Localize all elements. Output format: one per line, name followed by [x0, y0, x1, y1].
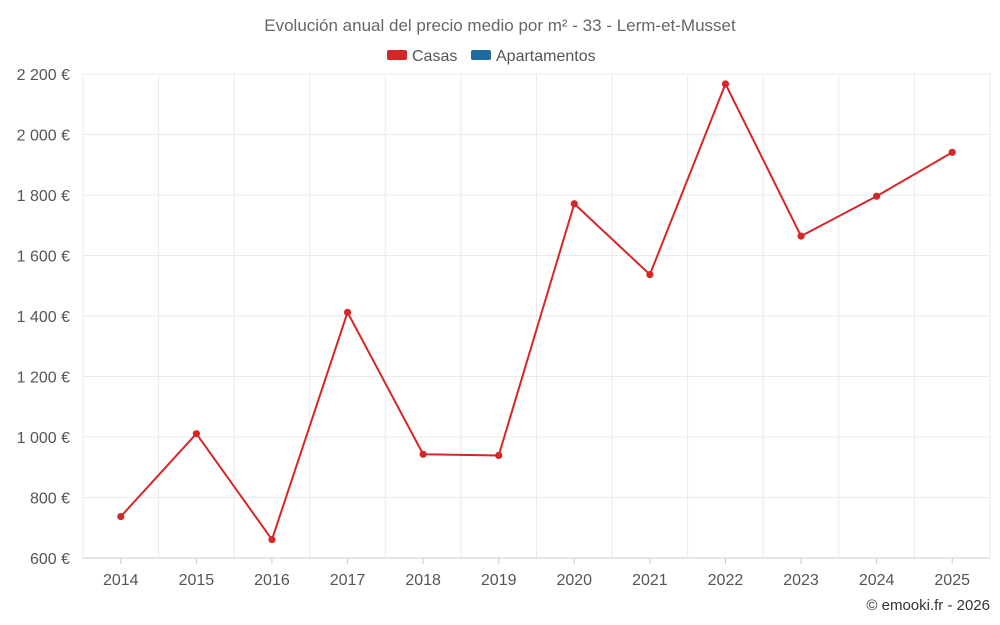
y-tick-label: 1 600 € [17, 249, 70, 266]
data-point-2014[interactable] [117, 512, 125, 521]
credit-text: © emooki.fr - 2026 [866, 597, 990, 614]
x-tick-label: 2025 [934, 572, 970, 589]
grid [82, 73, 991, 559]
data-point-2021[interactable] [646, 270, 654, 279]
data-point-2025[interactable] [948, 148, 956, 156]
y-tick-label: 800 € [30, 491, 70, 508]
x-tick-label: 2020 [556, 572, 592, 589]
x-tick-label: 2015 [179, 572, 215, 589]
data-point-2020[interactable] [570, 200, 578, 208]
y-tick-label: 1 200 € [17, 370, 70, 387]
axes: 600 € 800 € 1 000 € 1 200 € 1 400 € 1 600 € 1 … [17, 67, 970, 589]
chart-title: Evolución anual del precio medio por m² … [264, 16, 736, 35]
data-point-2023[interactable] [797, 232, 805, 240]
legend: Casas Apartamentos [387, 48, 596, 65]
legend-swatch-apartamentos [471, 50, 491, 60]
x-tick-label: 2023 [783, 572, 819, 589]
data-point-2017[interactable] [343, 308, 352, 316]
x-tick-label: 2024 [859, 572, 895, 589]
data-point-2015[interactable] [192, 430, 200, 438]
legend-label-casas: Casas [412, 48, 457, 65]
x-tick-label: 2019 [481, 572, 517, 589]
data-point-2024[interactable] [873, 192, 881, 200]
y-tick-label: 1 000 € [17, 430, 70, 447]
x-tick-label: 2022 [708, 572, 744, 589]
data-point-2019[interactable] [495, 451, 503, 460]
data-point-2016[interactable] [268, 535, 276, 544]
series-line-casas [120, 82, 953, 541]
legend-swatch-casas [387, 50, 407, 60]
x-tick-label: 2021 [632, 572, 668, 589]
data-point-2018[interactable] [419, 450, 427, 458]
data-point-2022[interactable] [721, 80, 730, 88]
x-tick-label: 2014 [103, 572, 139, 589]
y-tick-label: 2 000 € [17, 128, 70, 145]
x-tick-label: 2017 [330, 572, 366, 589]
series-group [117, 80, 956, 544]
x-tick-label: 2018 [405, 572, 441, 589]
legend-item-casas[interactable]: Casas [387, 48, 457, 65]
x-tick-label: 2016 [254, 572, 290, 589]
y-tick-label: 2 200 € [17, 67, 70, 84]
legend-item-apartamentos[interactable]: Apartamentos [471, 48, 596, 65]
y-tick-label: 1 400 € [17, 309, 70, 326]
y-tick-label: 600 € [30, 551, 70, 568]
legend-label-apartamentos: Apartamentos [496, 48, 596, 65]
y-tick-label: 1 800 € [17, 188, 70, 205]
